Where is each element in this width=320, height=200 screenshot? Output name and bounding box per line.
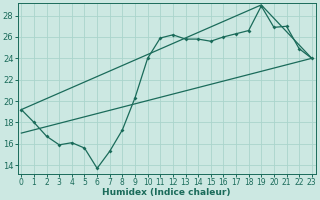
X-axis label: Humidex (Indice chaleur): Humidex (Indice chaleur)	[102, 188, 231, 197]
